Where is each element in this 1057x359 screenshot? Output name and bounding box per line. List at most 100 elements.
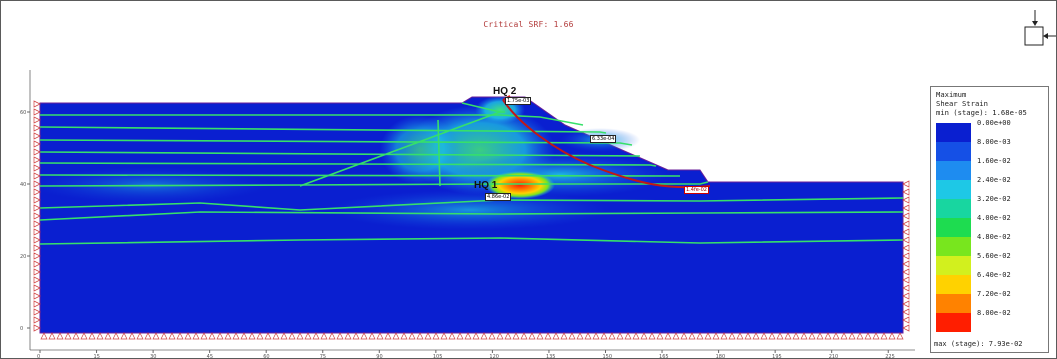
support-symbol xyxy=(280,332,288,340)
critical-srf-title: Critical SRF: 1.66 xyxy=(483,20,574,29)
support-symbol xyxy=(33,268,41,276)
support-symbol xyxy=(902,316,910,324)
support-symbol xyxy=(312,332,320,340)
support-symbol xyxy=(816,332,824,340)
support-symbol xyxy=(528,332,536,340)
legend-swatch xyxy=(936,275,971,294)
support-symbol xyxy=(33,308,41,316)
support-symbol xyxy=(72,332,80,340)
support-symbol xyxy=(896,332,904,340)
support-symbol xyxy=(33,108,41,116)
legend-swatch xyxy=(936,123,971,142)
legend-swatch xyxy=(936,180,971,199)
legend-level-label: 1.60e-02 xyxy=(977,157,1011,165)
support-symbol xyxy=(296,332,304,340)
support-symbol xyxy=(902,252,910,260)
x-tick-label: 0 xyxy=(37,354,40,359)
support-symbol xyxy=(424,332,432,340)
support-symbol xyxy=(33,228,41,236)
support-symbol xyxy=(33,156,41,164)
support-symbol xyxy=(824,332,832,340)
support-symbol xyxy=(33,204,41,212)
support-symbol xyxy=(33,244,41,252)
x-tick-label: 60 xyxy=(263,354,269,359)
support-symbol xyxy=(902,324,910,332)
support-symbol xyxy=(256,332,264,340)
legend-swatch xyxy=(936,161,971,180)
support-symbol xyxy=(688,332,696,340)
support-symbol xyxy=(33,276,41,284)
hq1-marker-label: HQ 1 xyxy=(474,180,498,191)
support-symbol xyxy=(456,332,464,340)
legend-swatch xyxy=(936,256,971,275)
support-symbol xyxy=(33,116,41,124)
model-plot[interactable]: 0 20 40 60 0 15 30 45 60 75 90 105 120 135 150 165 180 1… xyxy=(0,0,930,359)
legend-swatch xyxy=(936,199,971,218)
x-tick-label: 210 xyxy=(829,354,839,359)
support-symbol xyxy=(616,332,624,340)
support-symbol xyxy=(368,332,376,340)
support-symbol xyxy=(216,332,224,340)
legend-swatch xyxy=(936,313,971,332)
x-tick-label: 165 xyxy=(659,354,669,359)
support-symbol xyxy=(848,332,856,340)
support-symbol xyxy=(440,332,448,340)
support-symbol xyxy=(33,260,41,268)
support-symbol xyxy=(520,332,528,340)
x-tick-label: 75 xyxy=(320,354,326,359)
support-symbol xyxy=(880,332,888,340)
x-tick-label: 150 xyxy=(603,354,613,359)
x-tick-label: 15 xyxy=(94,354,100,359)
view-axis-icon[interactable] xyxy=(1016,10,1056,60)
support-symbol xyxy=(136,332,144,340)
support-symbol xyxy=(752,332,760,340)
support-symbol xyxy=(768,332,776,340)
support-symbol xyxy=(872,332,880,340)
support-symbol xyxy=(33,212,41,220)
support-symbol xyxy=(112,332,120,340)
support-symbol xyxy=(576,332,584,340)
support-symbol xyxy=(33,140,41,148)
support-symbol xyxy=(352,332,360,340)
x-tick-label: 180 xyxy=(716,354,726,359)
support-symbol xyxy=(696,332,704,340)
support-symbol xyxy=(33,220,41,228)
hq1-value-callout: 4.86e-02 xyxy=(485,193,512,201)
support-symbol xyxy=(712,332,720,340)
slope-value-callout: 6.33e-04 xyxy=(590,135,617,143)
support-symbol xyxy=(432,332,440,340)
support-symbol xyxy=(33,100,41,108)
support-symbol xyxy=(33,324,41,332)
support-symbol xyxy=(168,332,176,340)
support-symbol xyxy=(902,276,910,284)
support-symbol xyxy=(800,332,808,340)
left-supports xyxy=(33,100,41,332)
legend-header: Maximum Shear Strain min (stage): 1.68e-… xyxy=(936,90,1027,117)
support-symbol xyxy=(680,332,688,340)
y-tick-label: 0 xyxy=(20,326,23,332)
support-symbol xyxy=(344,332,352,340)
support-symbol xyxy=(902,292,910,300)
support-symbol xyxy=(400,332,408,340)
support-symbol xyxy=(496,332,504,340)
support-symbol xyxy=(56,332,64,340)
support-symbol xyxy=(64,332,72,340)
y-tick-label: 20 xyxy=(20,254,26,260)
x-tick-label: 90 xyxy=(376,354,382,359)
slip-surface xyxy=(502,99,711,189)
legend-level-label: 8.00e-02 xyxy=(977,309,1011,317)
support-symbol xyxy=(120,332,128,340)
support-symbol xyxy=(128,332,136,340)
legend-level-label: 7.20e-02 xyxy=(977,290,1011,298)
support-symbol xyxy=(664,332,672,340)
support-symbol xyxy=(760,332,768,340)
support-symbol xyxy=(336,332,344,340)
support-symbol xyxy=(568,332,576,340)
support-symbol xyxy=(33,172,41,180)
support-symbol xyxy=(328,332,336,340)
support-symbol xyxy=(902,284,910,292)
support-symbol xyxy=(152,332,160,340)
support-symbol xyxy=(902,204,910,212)
support-symbol xyxy=(200,332,208,340)
support-symbol xyxy=(656,332,664,340)
